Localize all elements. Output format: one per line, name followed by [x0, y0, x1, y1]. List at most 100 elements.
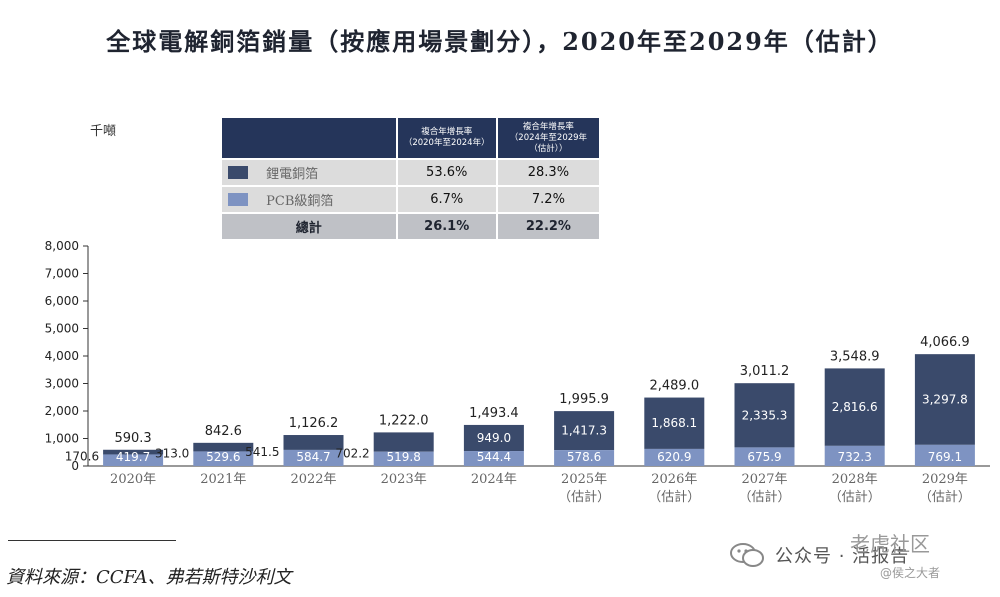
x-tick-label: 2028年	[832, 472, 878, 487]
total-value-label: 3,011.2	[740, 364, 790, 379]
x-tick-label: 2029年	[922, 472, 968, 487]
bar-pcb	[554, 450, 615, 466]
bar-pcb	[824, 445, 885, 466]
y-tick-label: 8,000	[45, 239, 79, 253]
legend-name-lithium: 鋰電銅箔	[266, 167, 319, 182]
source-divider	[8, 540, 176, 541]
bar-pcb	[373, 451, 434, 466]
pcb-value-label: 732.3	[838, 450, 872, 464]
legend-lithium-cagr1: 53.6%	[395, 158, 498, 187]
total-value-label: 842.6	[205, 424, 242, 439]
legend-header-empty	[220, 116, 398, 160]
wechat-icon	[730, 543, 764, 567]
pcb-value-label: 529.6	[206, 450, 240, 464]
legend-name-pcb: PCB級銅箔	[266, 194, 334, 209]
cagr-legend-table: 複合年增長率 （2020年至2024年） 複合年增長率 （2024年至2029年…	[220, 116, 602, 241]
unit-label: 千噸	[90, 124, 117, 139]
y-tick-label: 5,000	[45, 322, 79, 336]
total-value-label: 1,493.4	[469, 406, 519, 421]
lithium-value-label: 313.0	[155, 446, 189, 460]
lithium-value-label: 702.2	[335, 447, 369, 461]
y-tick-label: 2,000	[45, 404, 79, 418]
lithium-value-label: 2,816.6	[832, 400, 878, 414]
x-tick-label: 2025年	[561, 472, 607, 487]
legend-row-pcb: PCB級銅箔 6.7% 7.2%	[220, 185, 602, 214]
x-tick-sublabel: （估計）	[738, 489, 790, 505]
legend-name-total: 總計	[220, 212, 398, 241]
watermark: 公众号 · 活报告 老虎社区 @侯之大者	[730, 528, 990, 588]
bar-lithium	[463, 424, 524, 452]
y-tick-label: 1,000	[45, 432, 79, 446]
x-tick-label: 2020年	[110, 472, 156, 487]
bar-lithium	[103, 449, 164, 455]
y-tick-label: 6,000	[45, 294, 79, 308]
pcb-value-label: 578.6	[567, 450, 601, 464]
legend-pcb-cagr2: 7.2%	[495, 185, 602, 214]
lithium-value-label: 3,297.8	[922, 393, 968, 407]
lithium-swatch	[228, 166, 248, 179]
x-tick-sublabel: （估計）	[829, 489, 881, 505]
lithium-value-label: 541.5	[245, 445, 279, 459]
total-value-label: 3,548.9	[830, 349, 880, 364]
pcb-value-label: 544.4	[477, 450, 511, 464]
total-value-label: 4,066.9	[920, 335, 970, 350]
x-tick-label: 2024年	[471, 472, 517, 487]
x-tick-label: 2021年	[200, 472, 246, 487]
pcb-value-label: 519.8	[387, 450, 421, 464]
legend-header-cagr2: 複合年增長率 （2024年至2029年 （估計））	[495, 116, 602, 160]
watermark-main: 公众号 · 活报告	[775, 546, 910, 567]
lithium-value-label: 1,417.3	[561, 424, 607, 438]
lithium-value-label: 949.0	[477, 431, 511, 445]
x-tick-label: 2026年	[651, 472, 697, 487]
bar-lithium	[824, 368, 885, 446]
x-tick-sublabel: （估計）	[648, 489, 700, 505]
lithium-value-label: 1,868.1	[651, 416, 697, 430]
bar-pcb	[103, 454, 164, 466]
legend-name-cell: 鋰電銅箔	[220, 158, 398, 187]
y-tick-label: 4,000	[45, 349, 79, 363]
total-value-label: 1,995.9	[559, 392, 609, 407]
watermark-top: 老虎社区	[850, 532, 930, 556]
legend-lithium-cagr2: 28.3%	[495, 158, 602, 187]
bar-lithium	[734, 383, 795, 448]
legend-total-cagr1: 26.1%	[395, 212, 498, 241]
legend-pcb-cagr1: 6.7%	[395, 185, 498, 214]
x-tick-label: 2022年	[290, 472, 336, 487]
pcb-value-label: 620.9	[657, 450, 691, 464]
total-value-label: 1,222.0	[379, 413, 429, 428]
legend-row-total: 總計 26.1% 22.2%	[220, 212, 602, 241]
bar-pcb	[734, 447, 795, 466]
bar-lithium	[373, 432, 434, 452]
legend-header-row: 複合年增長率 （2020年至2024年） 複合年增長率 （2024年至2029年…	[220, 116, 602, 160]
bar-lithium	[644, 397, 705, 449]
legend-header-cagr1: 複合年增長率 （2020年至2024年）	[395, 116, 498, 160]
total-value-label: 2,489.0	[649, 379, 699, 394]
total-value-label: 590.3	[114, 431, 151, 446]
pcb-value-label: 769.1	[928, 450, 962, 464]
pcb-value-label: 584.7	[296, 450, 330, 464]
source-note: 資料來源：CCFA、弗若斯特沙利文	[6, 567, 292, 588]
bar-lithium	[193, 442, 254, 452]
lithium-value-label: 2,335.3	[742, 408, 788, 422]
total-value-label: 1,126.2	[289, 416, 339, 431]
chart-title: 全球電解銅箔銷量（按應用場景劃分），2020年至2029年（估計）	[106, 27, 894, 56]
legend-name-cell: PCB級銅箔	[220, 185, 398, 214]
y-tick-label: 3,000	[45, 377, 79, 391]
x-tick-sublabel: （估計）	[558, 489, 610, 505]
bar-pcb	[463, 451, 524, 466]
bar-lithium	[914, 354, 975, 445]
bar-pcb	[193, 451, 254, 466]
pcb-value-label: 675.9	[747, 450, 781, 464]
legend-total-cagr2: 22.2%	[495, 212, 602, 241]
bar-lithium	[283, 435, 344, 450]
x-tick-sublabel: （估計）	[919, 489, 971, 505]
bar-pcb	[914, 444, 975, 466]
legend-row-lithium: 鋰電銅箔 53.6% 28.3%	[220, 158, 602, 187]
pcb-value-label: 419.7	[116, 450, 150, 464]
pcb-swatch	[228, 193, 248, 206]
y-tick-label: 7,000	[45, 267, 79, 281]
watermark-sub: @侯之大者	[880, 566, 941, 580]
bar-pcb	[283, 449, 344, 466]
stacked-bar-chart: 0 1,000 2,000 3,000 4,000 5,000 6,000 7,000 8,00…	[45, 239, 990, 505]
y-tick-label: 0	[71, 459, 79, 473]
